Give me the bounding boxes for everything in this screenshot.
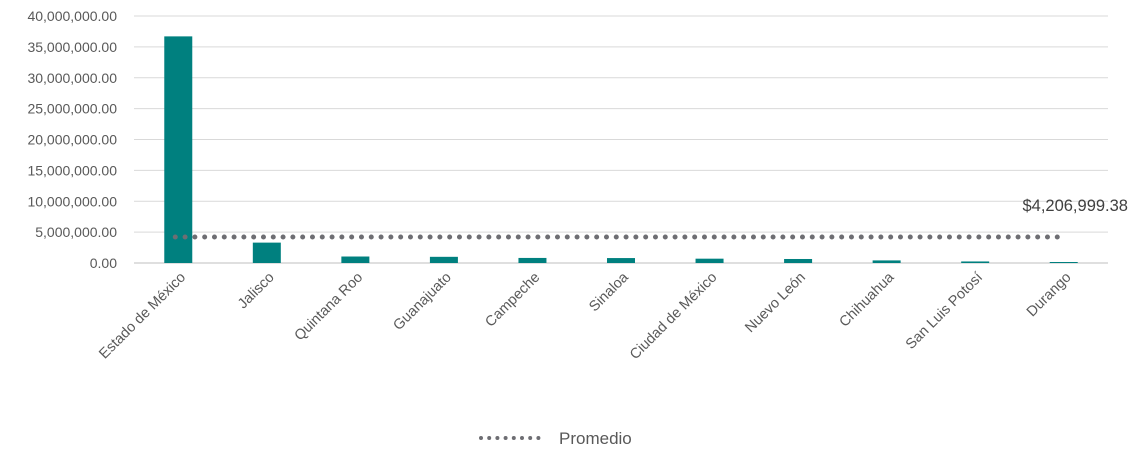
y-tick-label: 20,000,000.00 [27, 132, 117, 148]
bar [961, 261, 990, 263]
x-tick-label: Guanajuato [390, 270, 454, 334]
x-tick-label: Nuevo León [742, 270, 809, 337]
y-tick-label: 0.00 [90, 255, 117, 271]
x-axis: Estado de México Jalisco Quintana Roo Guana… [96, 269, 1074, 363]
x-tick-label: Durango [1024, 270, 1075, 321]
gridlines [134, 15, 1108, 264]
bars [164, 36, 1078, 263]
y-tick-label: 10,000,000.00 [27, 193, 117, 209]
y-axis: 0.00 5,000,000.00 10,000,000.00 15,000,000.… [27, 8, 117, 271]
x-tick-label: Jalisco [235, 270, 278, 313]
y-tick-label: 40,000,000.00 [27, 8, 117, 24]
bar [1049, 262, 1078, 263]
bar [252, 242, 281, 263]
bar [695, 258, 724, 263]
x-tick-label: Quintana Roo [292, 270, 367, 345]
y-tick-label: 30,000,000.00 [27, 70, 117, 86]
bar [607, 258, 635, 263]
average-data-label: $4,206,999.38 [1022, 197, 1128, 215]
y-tick-label: 25,000,000.00 [27, 101, 117, 117]
bar [784, 258, 813, 263]
bar [429, 256, 458, 263]
x-tick-label: Sinaloa [586, 269, 632, 315]
bar [164, 36, 193, 263]
bar [341, 256, 370, 263]
legend: Promedio [479, 429, 632, 448]
legend-label-promedio: Promedio [559, 429, 632, 448]
x-tick-label: Estado de México [96, 270, 189, 363]
x-tick-label: Ciudad de México [627, 270, 720, 363]
y-tick-label: 15,000,000.00 [27, 162, 117, 178]
x-tick-label: Chihuahua [837, 269, 899, 331]
x-tick-label: Campeche [482, 270, 543, 331]
bar [872, 260, 901, 263]
y-tick-label: 35,000,000.00 [27, 39, 117, 55]
x-tick-label: San Luis Potosí [903, 270, 986, 353]
bar [518, 257, 547, 263]
y-tick-label: 5,000,000.00 [35, 224, 117, 240]
